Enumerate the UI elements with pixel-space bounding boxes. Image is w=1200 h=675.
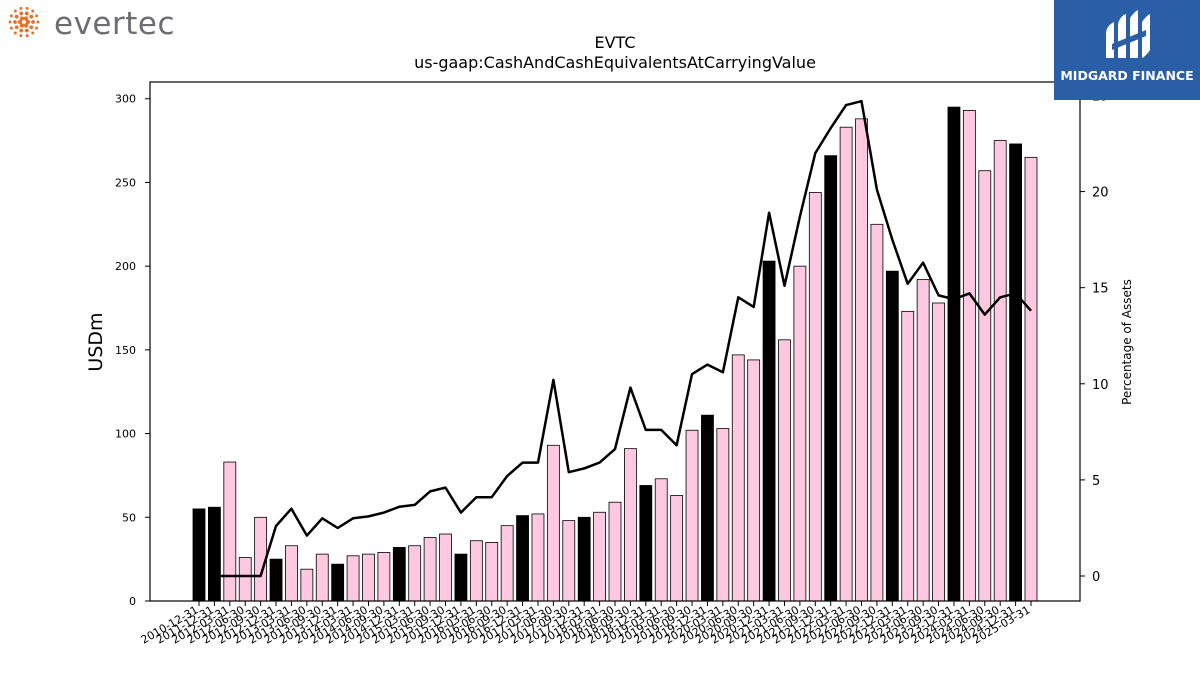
bar-2019-03-31 — [654, 478, 668, 602]
bar-2014-06-30 — [362, 553, 375, 602]
bar-2021-12-31 — [824, 155, 838, 602]
bar-2023-03-31 — [901, 310, 915, 602]
midgard-finance-logo-text: MIDGARD FINANCE — [1060, 68, 1194, 83]
bar-2024-03-31 — [962, 110, 976, 602]
bar-2015-09-30 — [439, 533, 452, 602]
midgard-mark-icon — [1106, 10, 1150, 58]
percentage-of-assets-line — [214, 99, 1032, 578]
evertec-dots-icon — [8, 6, 40, 38]
bar-2013-03-31 — [285, 545, 298, 602]
bar-2022-03-31 — [839, 126, 853, 602]
y2-tick-label: 10 — [1092, 378, 1109, 393]
bar-2014-12-31 — [392, 547, 406, 602]
y-tick-label: 300 — [115, 93, 136, 106]
bar-2017-12-31 — [577, 516, 591, 602]
y2-tick-group: 0510152025 — [1080, 89, 1109, 585]
y-axis-label: USDm — [85, 312, 107, 371]
chart-subtitle: us-gaap:CashAndCashEquivalentsAtCarrying… — [414, 53, 816, 72]
bar-2019-09-30 — [685, 429, 699, 602]
bar-2012-06-30 — [238, 557, 252, 602]
bar-2023-06-30 — [916, 279, 930, 602]
y-tick-label: 0 — [129, 595, 136, 608]
bar-2013-12-31 — [331, 563, 345, 602]
midgard-finance-logo: MIDGARD FINANCE — [1054, 0, 1200, 100]
bar-2011-12-31 — [208, 506, 221, 602]
bar-2024-06-30 — [978, 170, 992, 602]
y-tick-group: 0 50 100 150 200 250 300 — [115, 93, 150, 608]
x-tick-group: 2010-12-312011-12-312012-03-312012-06-30… — [139, 601, 1033, 647]
bar-2022-09-30 — [870, 223, 884, 602]
bar-2024-12-31 — [1009, 143, 1022, 602]
bar-2021-09-30 — [808, 192, 822, 602]
y-tick-label: 50 — [122, 511, 136, 524]
y2-tick-label: 0 — [1092, 570, 1100, 585]
y-tick-label: 150 — [115, 344, 136, 357]
bar-2017-09-30 — [562, 520, 576, 602]
bar-group — [192, 106, 1038, 602]
evertec-logo: evertec — [4, 4, 194, 44]
bar-2016-06-30 — [485, 542, 499, 602]
bar-2012-03-31 — [223, 461, 237, 602]
bar-2024-09-30 — [993, 140, 1007, 602]
y2-tick-label: 15 — [1092, 282, 1109, 297]
bar-2015-03-31 — [408, 545, 422, 602]
bar-2023-09-30 — [932, 302, 945, 602]
bar-2018-06-30 — [608, 501, 622, 602]
bar-2020-06-30 — [731, 354, 745, 602]
bar-2019-06-30 — [670, 495, 684, 602]
bar-2023-12-31 — [947, 106, 961, 602]
bar-2022-06-30 — [855, 118, 868, 602]
bar-2025-03-31 — [1024, 156, 1038, 602]
bar-2021-03-31 — [778, 339, 791, 602]
chart-title: EVTC — [594, 33, 635, 52]
line-series-group — [214, 99, 1032, 578]
bar-2022-12-31 — [885, 270, 899, 602]
bar-2015-12-31 — [454, 553, 468, 602]
bar-2021-06-30 — [793, 265, 807, 602]
y2-tick-label: 20 — [1092, 186, 1109, 201]
bar-2016-12-31 — [516, 515, 529, 602]
bar-2016-03-31 — [469, 540, 483, 602]
bar-2016-09-30 — [500, 525, 514, 602]
bar-2013-09-30 — [315, 553, 329, 602]
bar-2015-06-30 — [423, 536, 437, 602]
bar-2020-03-31 — [716, 428, 730, 602]
y-tick-label: 200 — [115, 260, 136, 273]
bar-2017-06-30 — [546, 444, 560, 602]
bar-2010-12-31 — [192, 508, 206, 602]
bar-2018-03-31 — [593, 511, 606, 602]
y-tick-label: 250 — [115, 176, 136, 189]
bar-2017-03-31 — [531, 513, 545, 602]
bar-2014-03-31 — [346, 555, 360, 602]
bar-2020-12-31 — [762, 260, 776, 602]
evertec-logo-text: evertec — [54, 6, 176, 42]
bar-2014-09-30 — [377, 552, 391, 602]
bar-2013-06-30 — [300, 568, 314, 602]
y-tick-label: 100 — [115, 428, 136, 441]
bar-2020-09-30 — [747, 359, 761, 602]
y2-tick-label: 5 — [1092, 474, 1100, 489]
bar-2012-12-31 — [269, 558, 283, 602]
bar-2019-12-31 — [701, 414, 714, 602]
y2-axis-label: Percentage of Assets — [1120, 279, 1134, 405]
bar-2018-09-30 — [624, 448, 637, 602]
bar-2018-12-31 — [639, 485, 653, 602]
